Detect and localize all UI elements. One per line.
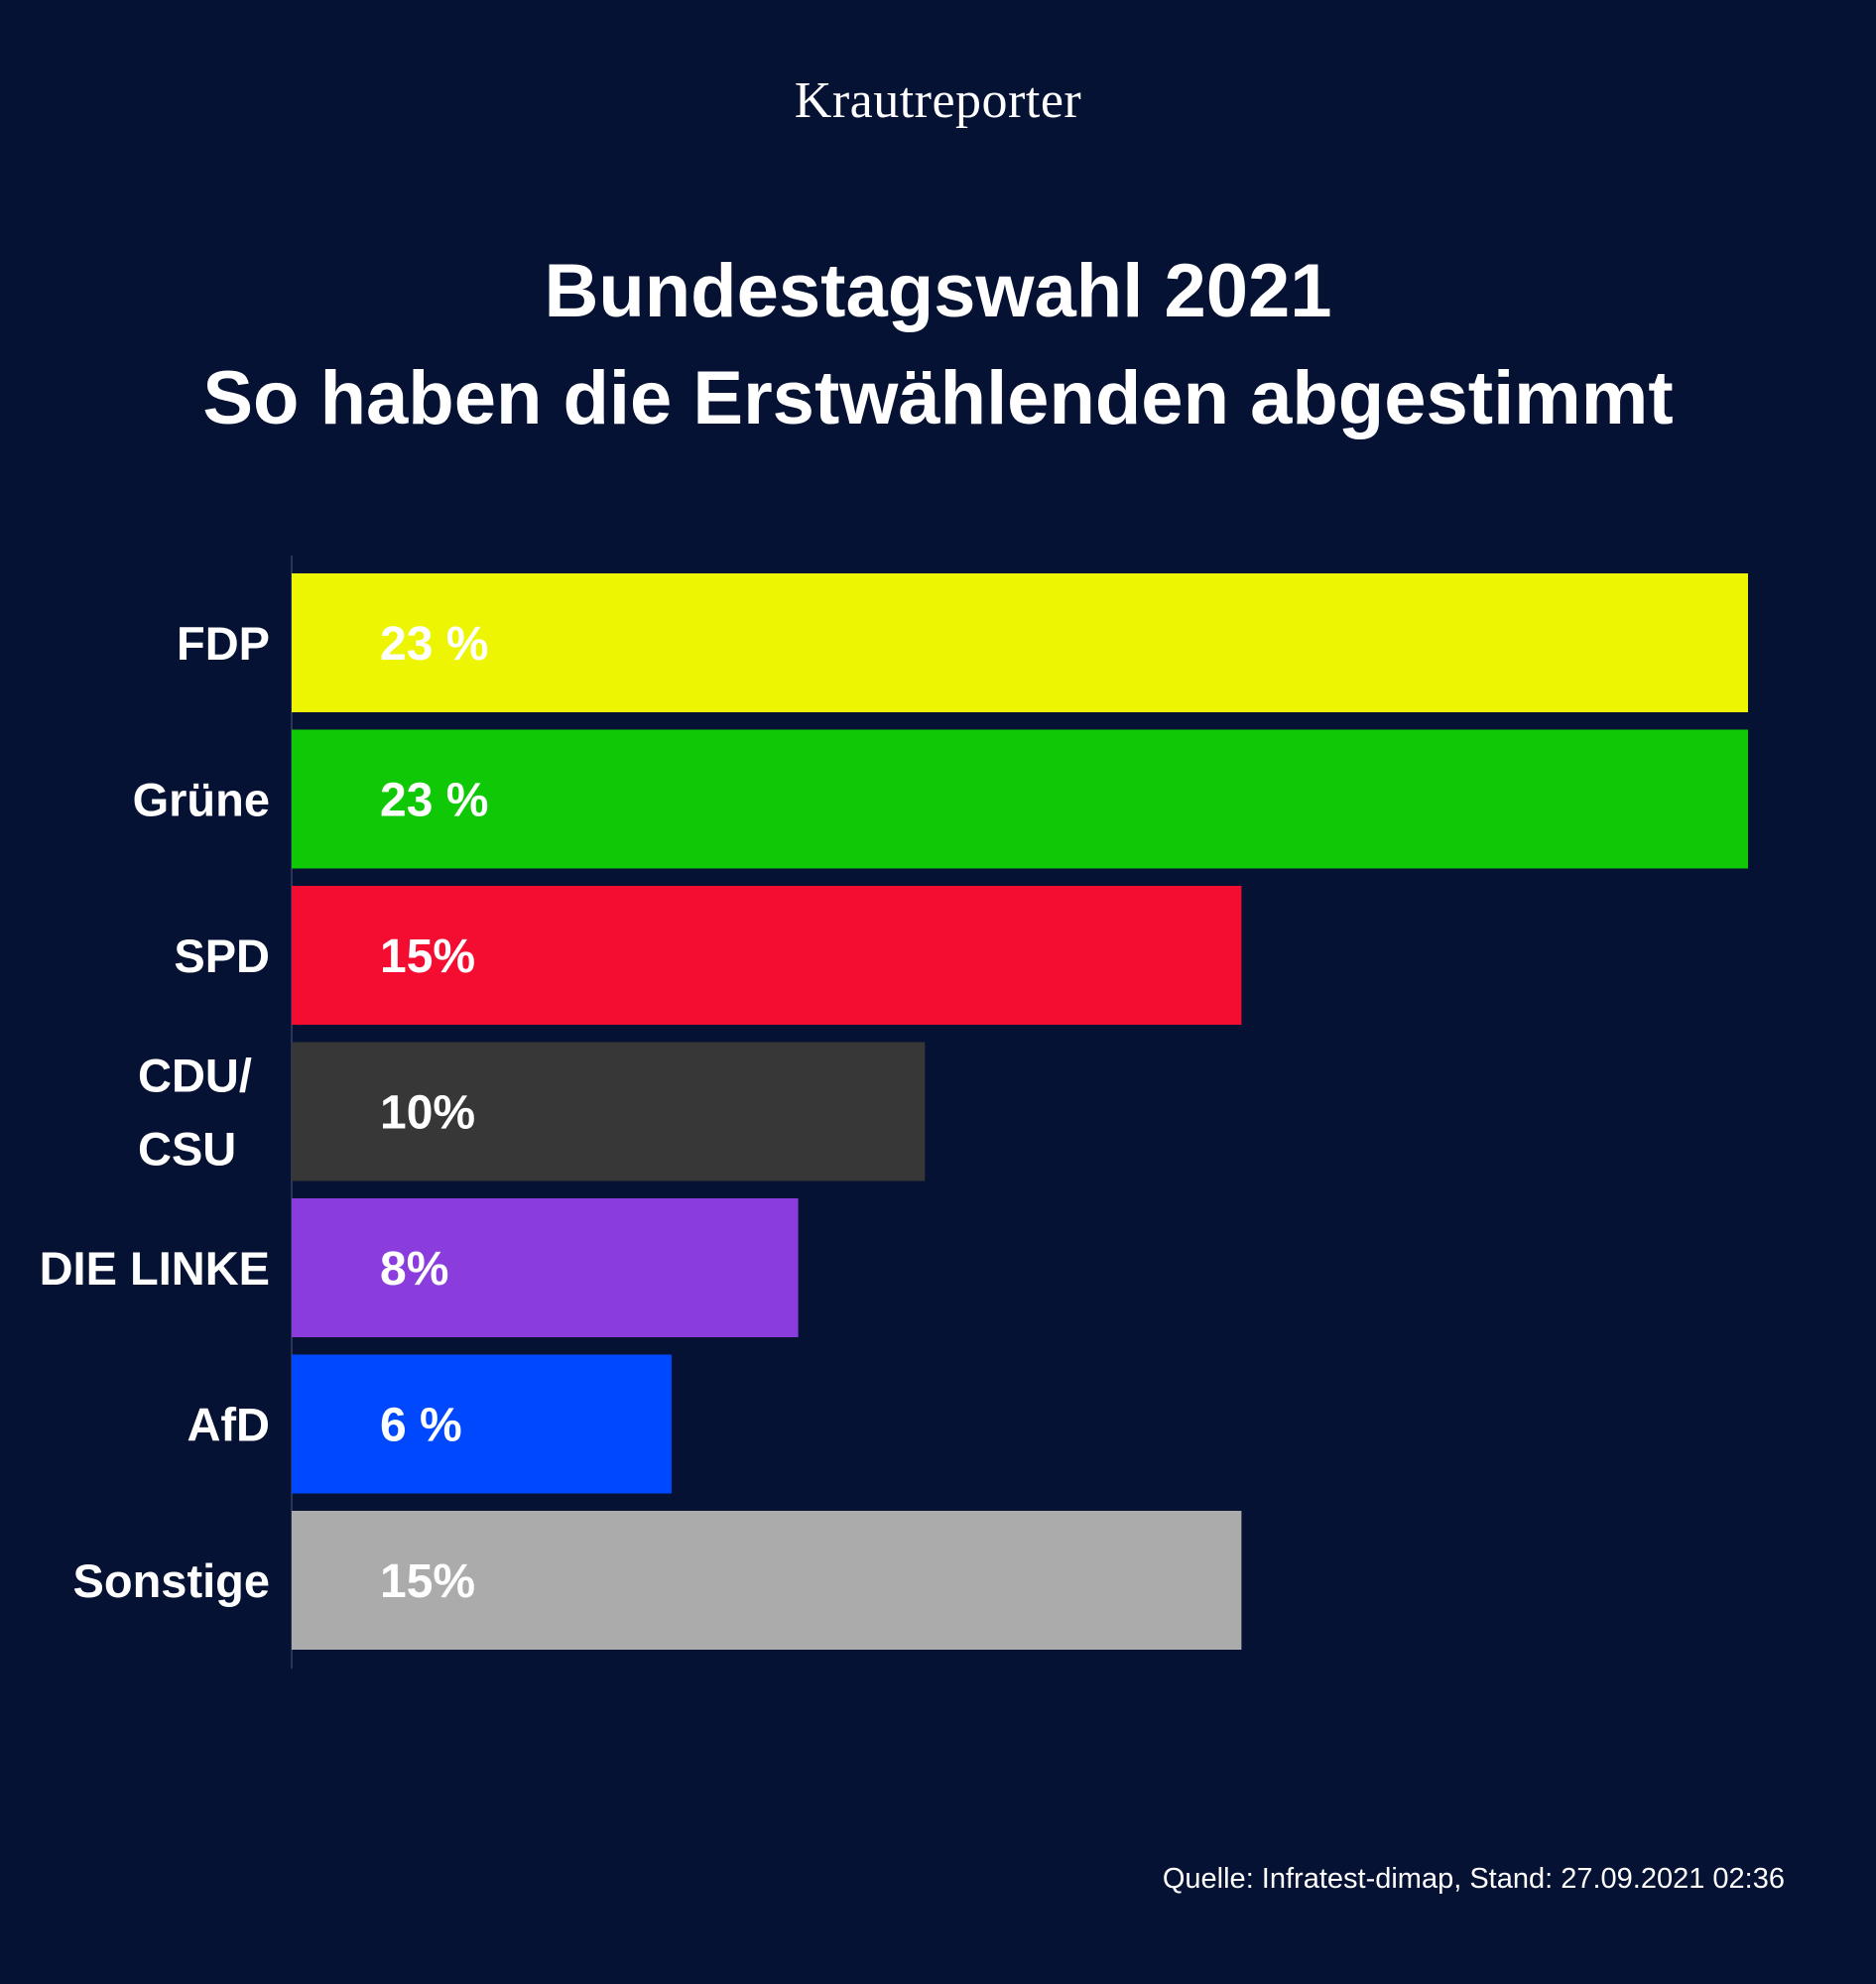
bar-spd <box>292 886 1242 1025</box>
bar-die-linke <box>292 1198 799 1337</box>
category-label: SPD <box>174 930 270 982</box>
bar-grüne <box>292 729 1748 869</box>
chart-title-line-2: So haben die Erstwählenden abgestimmt <box>202 356 1674 440</box>
category-label: FDP <box>177 617 270 670</box>
category-label: CDU/ <box>138 1050 252 1102</box>
chart-title: Bundestagswahl 2021 So haben die Erstwäh… <box>0 238 1876 452</box>
value-label: 6 % <box>380 1400 462 1452</box>
bar-cdu-csu <box>292 1042 926 1181</box>
category-label: CSU <box>138 1123 236 1176</box>
value-label: 10% <box>380 1087 475 1140</box>
value-label: 23 % <box>380 618 488 671</box>
bar-fdp <box>292 573 1748 712</box>
category-label: Sonstige <box>73 1554 270 1607</box>
category-label: Grüne <box>133 774 270 826</box>
value-label: 23 % <box>380 775 488 827</box>
category-label: AfD <box>187 1399 270 1451</box>
brand-logo: Krautreporter <box>794 72 1082 129</box>
category-label: DIE LINKE <box>40 1242 270 1295</box>
value-label: 15% <box>380 930 475 983</box>
value-label: 8% <box>380 1243 448 1296</box>
value-label: 15% <box>380 1555 475 1608</box>
bar-chart: 23 % FDP 23 % Grüne 15% SPD 10% CDU/CSU 8% DIE LI… <box>40 556 1748 1669</box>
source-note: Quelle: Infratest-dimap, Stand: 27.09.20… <box>1162 1863 1785 1895</box>
bar-sonstige <box>292 1511 1242 1650</box>
chart-title-line-1: Bundestagswahl 2021 <box>544 249 1332 333</box>
bar-afd <box>292 1354 672 1494</box>
